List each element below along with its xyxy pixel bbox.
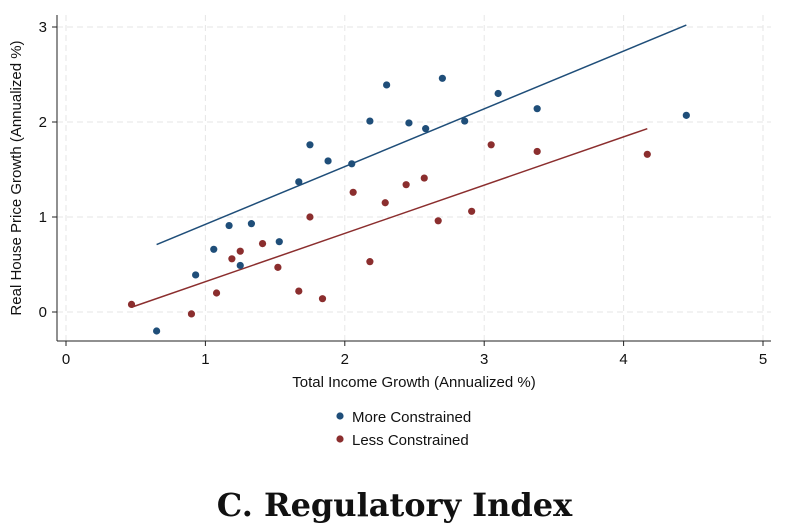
data-point-series-2 — [274, 263, 282, 271]
data-point-series-1 — [210, 245, 218, 253]
grid — [57, 15, 771, 341]
data-point-series-1 — [247, 220, 256, 228]
y-axis-title: Real House Price Growth (Annualized %) — [8, 40, 25, 315]
data-point-series-1 — [461, 117, 469, 125]
data-point-series-2 — [402, 181, 410, 189]
x-tick-label: 2 — [341, 351, 349, 368]
data-point-series-2 — [212, 289, 221, 297]
data-point-series-2 — [295, 287, 303, 295]
axes: 0 1 2 3 4 5 0 1 2 3 — [39, 15, 771, 368]
x-tick-label: 4 — [619, 351, 627, 368]
legend-marker — [336, 412, 344, 420]
data-point-series-1 — [225, 221, 233, 230]
fit-line-series-2 — [131, 127, 648, 308]
data-point-series-2 — [533, 147, 541, 156]
x-tick-label: 3 — [480, 351, 488, 368]
data-points — [127, 74, 690, 335]
data-point-series-2 — [468, 207, 476, 215]
data-point-series-1 — [275, 238, 283, 246]
data-point-series-2 — [487, 141, 495, 149]
data-point-series-1 — [494, 89, 502, 98]
x-tick-label: 5 — [759, 351, 767, 368]
data-point-series-2 — [258, 240, 267, 248]
data-point-series-2 — [643, 150, 651, 158]
fit-line-series-1 — [156, 24, 687, 246]
data-point-series-1 — [533, 105, 541, 113]
y-tick-label: 3 — [39, 19, 47, 36]
x-tick-label: 0 — [62, 351, 70, 368]
data-point-series-1 — [422, 125, 430, 133]
panel-title: C. Regulatory Index — [216, 486, 573, 524]
data-point-series-1 — [153, 327, 161, 335]
y-tick-label: 1 — [39, 209, 47, 226]
x-axis-title: Total Income Growth (Annualized %) — [292, 374, 535, 391]
data-point-series-1 — [324, 157, 332, 165]
data-point-series-1 — [438, 74, 446, 82]
plot-area — [57, 15, 771, 341]
y-tick-label: 0 — [39, 304, 47, 321]
data-point-series-1 — [366, 117, 374, 125]
legend-marker — [336, 435, 344, 443]
data-point-series-2 — [228, 255, 236, 263]
legend-label: More Constrained — [352, 409, 471, 426]
scatter-chart: 0 1 2 3 4 5 0 1 2 3 Total Income Growth (Annualiz… — [8, 15, 771, 449]
legend-label: Less Constrained — [352, 432, 469, 449]
fit-lines — [131, 24, 687, 308]
data-point-series-2 — [366, 258, 374, 266]
data-point-series-2 — [420, 174, 428, 182]
data-point-series-1 — [192, 271, 200, 279]
y-tick-label: 2 — [39, 114, 47, 131]
data-point-series-2 — [381, 199, 389, 207]
data-point-series-1 — [405, 119, 413, 127]
data-point-series-1 — [383, 81, 391, 89]
data-point-series-2 — [349, 188, 357, 196]
data-point-series-1 — [236, 261, 244, 270]
x-tick-label: 1 — [201, 351, 209, 368]
data-point-series-2 — [306, 213, 314, 221]
legend: More Constrained Less Constrained — [336, 409, 471, 449]
data-point-series-2 — [318, 295, 327, 303]
data-point-series-2 — [434, 217, 442, 225]
data-point-series-1 — [682, 111, 690, 119]
data-point-series-2 — [127, 300, 136, 308]
data-point-series-1 — [295, 178, 303, 186]
data-point-series-1 — [306, 141, 314, 149]
data-point-series-2 — [236, 247, 244, 255]
data-point-series-1 — [348, 160, 356, 168]
data-point-series-2 — [187, 310, 196, 318]
